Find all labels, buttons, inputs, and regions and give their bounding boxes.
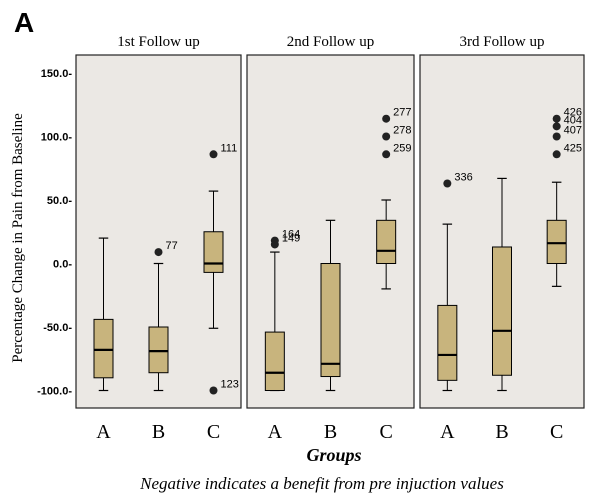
box-C: 277 278 259 <box>376 107 412 290</box>
x-tick-label: B <box>495 421 508 443</box>
x-tick-label: B <box>152 421 165 443</box>
outlier-point <box>209 386 218 395</box>
outlier-point <box>382 114 391 123</box>
box-B <box>320 219 341 392</box>
panel-title: 3rd Follow up <box>459 34 544 50</box>
y-tick-label: 100.0- <box>41 132 73 144</box>
x-tick-label: B <box>324 421 337 443</box>
box-iqr <box>546 219 567 265</box>
x-tick-label: A <box>268 421 283 443</box>
outlier-point <box>382 132 391 141</box>
box-iqr <box>437 304 458 381</box>
panel-1: 1st Follow up A 77 B 111 123 C <box>75 34 242 443</box>
outlier-point <box>270 240 279 249</box>
box-iqr <box>264 331 285 391</box>
outlier-label: 407 <box>564 125 582 137</box>
outlier-label: 404 <box>564 114 582 126</box>
outlier-label: 426 <box>564 107 582 119</box>
box-iqr <box>376 219 397 265</box>
outlier-label: 259 <box>393 142 411 154</box>
box-iqr <box>148 326 169 374</box>
outlier-point <box>552 132 561 141</box>
outlier-point <box>209 150 218 159</box>
outlier-label: 277 <box>393 107 411 119</box>
y-axis-label: Percentage Change in Pain from Baseline <box>10 113 26 363</box>
x-tick-label: A <box>440 421 455 443</box>
outlier-point <box>552 114 561 123</box>
box-iqr <box>93 318 114 379</box>
outlier-label: 336 <box>454 171 472 183</box>
box-iqr <box>203 231 224 273</box>
x-tick-label: C <box>207 421 220 443</box>
outlier-label: 123 <box>221 379 239 391</box>
outlier-point <box>382 150 391 159</box>
y-tick-labels: -100.0- -50.0- 0.0- 50.0- 100.0- 150.0- <box>37 68 72 398</box>
outlier-label: 164 <box>282 229 300 241</box>
outlier-point <box>552 150 561 159</box>
y-tick-label: 50.0- <box>47 195 72 207</box>
y-tick-label: -100.0- <box>37 386 72 398</box>
y-tick-label: -50.0- <box>43 322 72 334</box>
box-C: 111 123 <box>203 142 239 395</box>
outlier-label: 278 <box>393 125 411 137</box>
box-iqr <box>320 263 341 378</box>
outlier-label: 77 <box>166 240 178 252</box>
outlier-point <box>443 179 452 188</box>
outlier-label: 149 <box>282 232 300 244</box>
outlier-label: 425 <box>564 142 582 154</box>
figure-caption: Negative indicates a benefit from pre in… <box>139 474 504 493</box>
panel-title: 2nd Follow up <box>287 34 375 50</box>
x-axis-label: Groups <box>306 445 361 465</box>
panels: 1st Follow up A 77 B 111 123 C 2nd Follow up 164… <box>75 34 585 443</box>
outlier-point <box>154 248 163 257</box>
x-tick-label: C <box>550 421 563 443</box>
x-tick-label: C <box>379 421 392 443</box>
box-A <box>93 237 114 392</box>
x-tick-label: A <box>96 421 111 443</box>
panel-letter: A <box>14 7 34 38</box>
y-tick-label: 0.0- <box>53 259 72 271</box>
box-iqr <box>492 246 512 376</box>
outlier-label: 111 <box>221 142 238 154</box>
box-A: 336 <box>437 171 473 392</box>
y-tick-label: 150.0- <box>41 68 73 80</box>
panel-title: 1st Follow up <box>117 34 200 50</box>
box-B <box>492 177 512 392</box>
box-B: 77 <box>148 240 178 392</box>
outlier-point <box>552 122 561 131</box>
